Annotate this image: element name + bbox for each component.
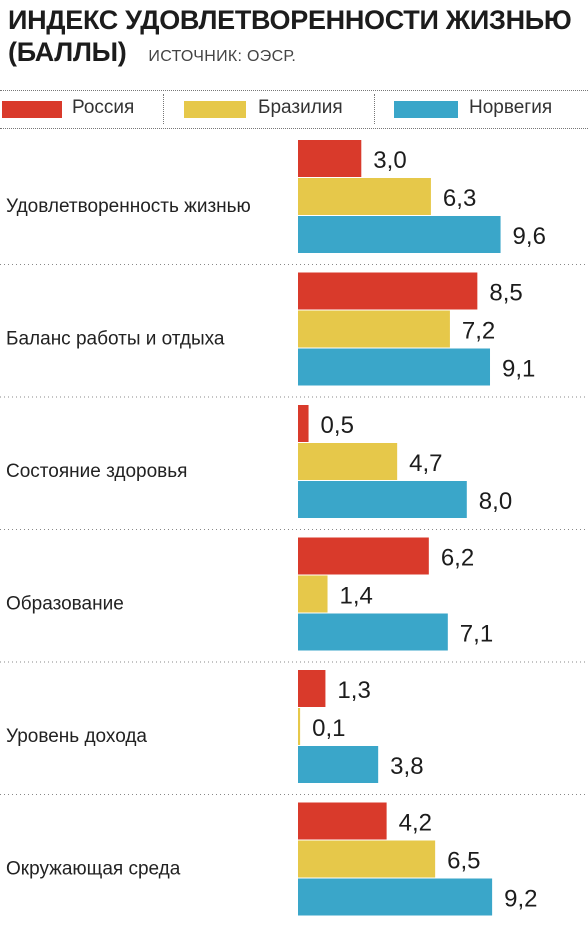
bar bbox=[298, 878, 493, 916]
data-label: 7,1 bbox=[460, 621, 493, 648]
bar bbox=[298, 708, 301, 745]
data-label: 1,3 bbox=[337, 677, 370, 704]
category-group: Образование 6,2 1,4 7,1 bbox=[0, 537, 588, 663]
chart-subtitle: (БАЛЛЫ) bbox=[8, 37, 127, 67]
data-label: 1,4 bbox=[340, 583, 373, 610]
bar bbox=[298, 405, 309, 442]
data-label: 4,7 bbox=[409, 450, 442, 477]
data-label: 9,1 bbox=[502, 356, 535, 383]
bar bbox=[298, 802, 387, 840]
data-label: 3,0 bbox=[373, 147, 406, 174]
data-label: 9,6 bbox=[513, 223, 546, 250]
category-label: Окружающая среда bbox=[6, 859, 181, 880]
bar bbox=[298, 746, 379, 783]
chart-subtitle-line: (БАЛЛЫ) ИСТОЧНИК: ОЭСР. bbox=[8, 36, 571, 73]
legend: Россия Бразилия Норвегия bbox=[0, 92, 588, 126]
bar bbox=[298, 272, 478, 310]
legend-label-norway: Норвегия bbox=[469, 97, 553, 118]
data-label: 0,5 bbox=[321, 412, 354, 439]
bar bbox=[298, 840, 436, 878]
category-label: Уровень дохода bbox=[6, 726, 147, 747]
category-group: Состояние здоровья 0,5 4,7 8,0 bbox=[0, 405, 588, 530]
chart-title-block: ИНДЕКС УДОВЛЕТВОРЕННОСТИ ЖИЗНЬЮ (БАЛЛЫ) И… bbox=[8, 4, 572, 73]
legend-separator bbox=[163, 94, 164, 124]
legend-bottom-rule bbox=[0, 128, 588, 129]
data-label: 6,3 bbox=[443, 185, 476, 212]
legend-swatch-brazil bbox=[184, 101, 246, 118]
data-label: 8,0 bbox=[479, 488, 512, 515]
chart-title: ИНДЕКС УДОВЛЕТВОРЕННОСТИ ЖИЗНЬЮ bbox=[8, 5, 572, 35]
bar bbox=[298, 443, 398, 480]
bar bbox=[298, 537, 429, 575]
bar bbox=[298, 310, 450, 348]
category-group: Удовлетворенность жизнью 3,0 6,3 9,6 bbox=[0, 140, 588, 265]
data-label: 4,2 bbox=[399, 810, 432, 837]
legend-swatch-norway bbox=[394, 101, 458, 118]
data-label: 9,2 bbox=[504, 886, 537, 913]
bar bbox=[298, 140, 362, 177]
data-label: 0,1 bbox=[312, 715, 345, 742]
bar bbox=[298, 613, 448, 651]
category-group: Баланс работы и отдыха 8,5 7,2 9,1 bbox=[0, 272, 588, 398]
legend-top-rule bbox=[0, 90, 588, 91]
category-group: Окружающая среда 4,2 6,5 9,2 bbox=[6, 802, 537, 916]
data-label: 8,5 bbox=[489, 280, 522, 307]
data-label: 6,5 bbox=[447, 848, 480, 875]
chart-source: ИСТОЧНИК: ОЭСР. bbox=[148, 48, 297, 65]
category-group: Уровень дохода 1,3 0,1 3,8 bbox=[0, 670, 588, 795]
bar bbox=[298, 216, 501, 253]
bar bbox=[298, 481, 467, 518]
data-label: 7,2 bbox=[462, 318, 495, 345]
legend-label-brazil: Бразилия bbox=[258, 97, 343, 118]
category-label: Состояние здоровья bbox=[6, 461, 187, 482]
category-label: Образование bbox=[6, 594, 124, 615]
bar bbox=[298, 178, 431, 215]
legend-swatch-russia bbox=[2, 101, 62, 118]
data-label: 6,2 bbox=[441, 545, 474, 572]
category-label: Удовлетворенность жизнью bbox=[6, 196, 251, 217]
bar bbox=[298, 575, 328, 613]
legend-separator bbox=[374, 94, 375, 124]
legend-label-russia: Россия bbox=[72, 97, 135, 118]
bar bbox=[298, 348, 491, 386]
bar bbox=[298, 670, 326, 707]
category-label: Баланс работы и отдыха bbox=[6, 329, 225, 350]
data-label: 3,8 bbox=[390, 753, 423, 780]
